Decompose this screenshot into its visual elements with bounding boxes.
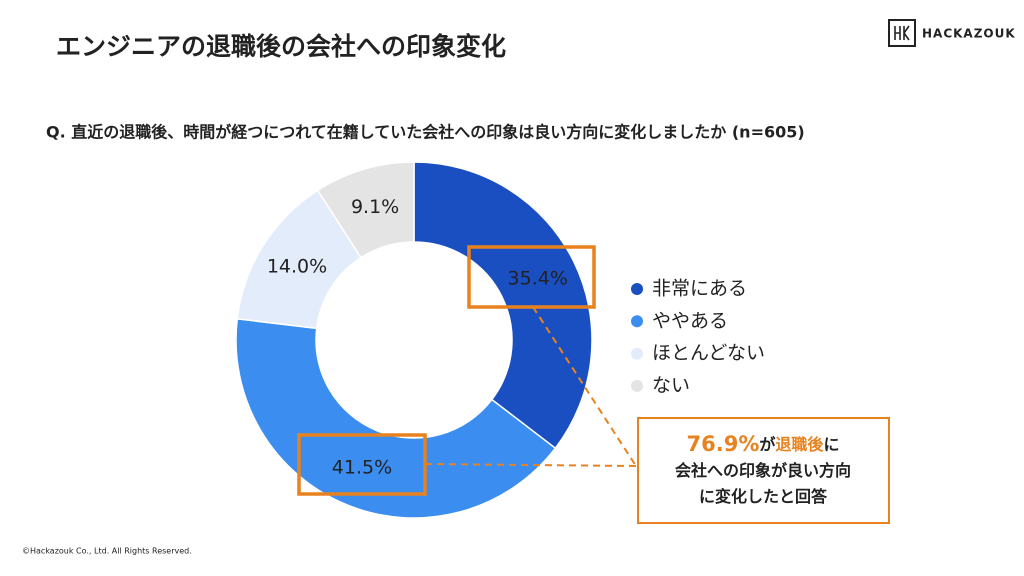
- copyright: ©Hackazouk Co., Ltd. All Rights Reserved…: [22, 547, 192, 556]
- logo-text: HACKAZOUK: [922, 27, 1016, 41]
- highlight: [297, 245, 890, 524]
- callout-text: 退職後: [775, 435, 824, 454]
- legend-label: ない: [652, 374, 690, 396]
- callout-text: 76.9%: [687, 432, 760, 456]
- callout-line: 76.9%が退職後に: [687, 432, 840, 456]
- legend-label: ほとんどない: [652, 342, 765, 364]
- callout-text: に変化したと回答: [699, 487, 828, 506]
- slide-title: エンジニアの退職後の会社への印象変化: [56, 32, 506, 61]
- value-label: 9.1%: [351, 196, 399, 218]
- value-label: 41.5%: [332, 456, 392, 478]
- legend-marker: [631, 283, 643, 295]
- logo-icon: [888, 19, 916, 47]
- callout-line: 会社への印象が良い方向: [675, 461, 851, 480]
- legend-label: 非常にある: [652, 278, 747, 300]
- value-label: 14.0%: [267, 255, 327, 277]
- donut-chart: 35.4% 41.5% 14.0% 9.1%: [235, 161, 593, 519]
- slice: [235, 317, 557, 519]
- value-label: 35.4%: [508, 267, 568, 289]
- slice: [413, 161, 593, 450]
- legend-marker: [631, 315, 643, 328]
- callout-line: に変化したと回答: [699, 487, 828, 506]
- callout-text: が: [759, 435, 775, 454]
- callout-text: 会社への印象が良い方向: [675, 461, 851, 480]
- legend-marker: [631, 347, 643, 360]
- legend-label: ややある: [652, 310, 728, 332]
- question: Q. 直近の退職後、時間が経つにつれて在籍していた会社への印象は良い方向に変化し…: [46, 123, 805, 142]
- legend-marker: [631, 379, 643, 392]
- callout-text: に: [823, 435, 839, 454]
- slice: [316, 161, 415, 259]
